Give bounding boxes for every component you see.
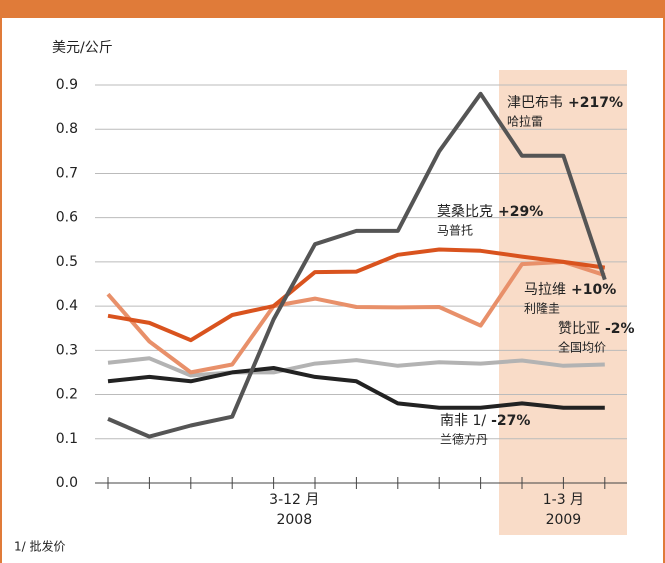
series-market: 兰德方丹 — [440, 432, 488, 447]
series-line — [107, 366, 605, 410]
x-group-sublabel: 2008 — [276, 512, 312, 528]
series-name: 马拉维 — [524, 282, 566, 298]
series-market: 马普托 — [437, 224, 473, 238]
left-border — [0, 18, 2, 563]
x-group-label: 3-12 月 — [269, 492, 319, 508]
x-group-sublabel: 2009 — [546, 512, 582, 528]
x-group-label: 1-3 月 — [543, 492, 584, 508]
highlight-band — [499, 70, 627, 535]
y-tick-label: 0.6 — [56, 210, 78, 226]
right-border — [663, 18, 665, 563]
series-change: -2% — [605, 321, 635, 337]
series-name: 津巴布韦 — [507, 95, 563, 111]
y-tick-label: 0.1 — [56, 431, 78, 447]
top-bar — [0, 0, 665, 18]
y-tick-label: 0.3 — [56, 342, 78, 358]
y-tick-label: 0.7 — [56, 165, 78, 181]
series-label: 莫桑比克 +29% — [437, 204, 543, 220]
series-name: 莫桑比克 — [437, 204, 493, 220]
series-market: 哈拉雷 — [507, 114, 543, 129]
series-change: +29% — [498, 204, 543, 220]
series-label: 赞比亚 -2% — [558, 321, 635, 337]
series-market: 全国均价 — [558, 340, 606, 355]
series-market: 利隆圭 — [524, 301, 560, 316]
series-line — [107, 91, 607, 439]
series-label: 津巴布韦 +217% — [507, 95, 623, 111]
series-change: +217% — [568, 95, 623, 111]
series-line — [107, 356, 605, 378]
series-name: 赞比亚 — [558, 321, 600, 337]
footnote: 1/ 批发价 — [14, 539, 66, 554]
series-label: 南非 1/ -27% — [440, 413, 530, 429]
y-axis-label: 美元/公斤 — [52, 40, 113, 56]
y-tick-label: 0.5 — [56, 254, 78, 270]
series-change: -27% — [491, 413, 530, 429]
y-tick-label: 0.8 — [56, 121, 78, 137]
y-tick-label: 0.9 — [56, 77, 78, 93]
series-name: 南非 1/ — [440, 413, 486, 429]
y-tick-label: 0.0 — [56, 475, 78, 491]
series-line — [106, 259, 606, 375]
y-tick-label: 0.2 — [56, 387, 78, 403]
series-label: 马拉维 +10% — [524, 282, 616, 298]
series-line — [107, 247, 606, 343]
y-tick-label: 0.4 — [56, 298, 78, 314]
series-change: +10% — [571, 282, 616, 298]
